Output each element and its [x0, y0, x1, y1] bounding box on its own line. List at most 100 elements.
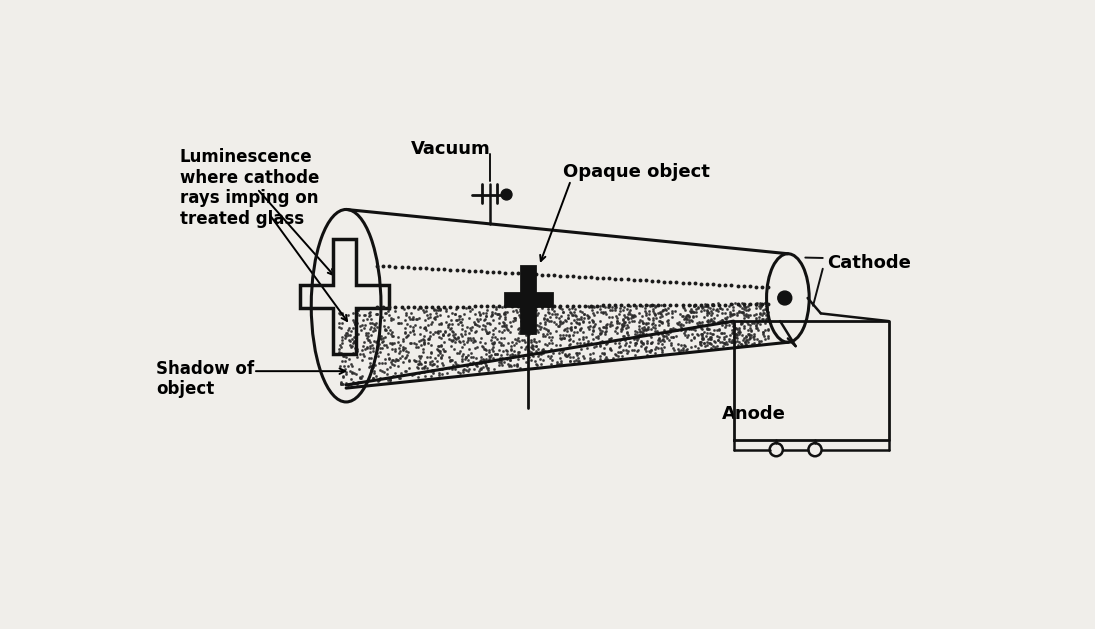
Point — [570, 348, 588, 358]
Point — [656, 337, 673, 347]
Point — [588, 307, 606, 317]
Point — [662, 332, 680, 342]
Point — [574, 351, 591, 361]
Point — [380, 353, 397, 363]
Point — [665, 332, 682, 342]
Point — [491, 360, 508, 370]
Point — [580, 317, 598, 327]
Point — [573, 307, 590, 317]
Point — [747, 320, 764, 330]
Point — [637, 318, 655, 328]
Point — [613, 323, 631, 333]
Point — [362, 361, 380, 371]
Point — [616, 338, 634, 348]
Point — [447, 304, 464, 314]
Point — [447, 364, 464, 374]
Point — [364, 318, 381, 328]
Point — [607, 350, 624, 360]
Point — [505, 346, 522, 356]
Point — [610, 308, 627, 318]
Point — [681, 315, 699, 325]
Point — [435, 360, 452, 370]
Point — [669, 325, 687, 335]
Point — [357, 344, 374, 354]
Point — [658, 333, 676, 343]
Point — [642, 338, 659, 348]
Point — [437, 306, 454, 316]
Point — [724, 305, 741, 315]
Point — [598, 319, 615, 329]
Point — [530, 349, 548, 359]
Point — [518, 330, 535, 340]
Point — [422, 348, 439, 358]
Point — [441, 355, 459, 365]
Point — [641, 346, 658, 356]
Point — [392, 368, 410, 378]
Point — [428, 356, 446, 366]
Point — [366, 319, 383, 329]
Point — [354, 371, 371, 381]
Point — [627, 333, 645, 343]
Point — [443, 308, 461, 318]
Point — [567, 355, 585, 365]
Point — [365, 372, 382, 382]
Point — [736, 321, 753, 331]
Point — [695, 326, 713, 337]
Point — [591, 325, 609, 335]
Point — [574, 316, 591, 326]
Point — [447, 329, 464, 339]
Point — [497, 322, 515, 332]
Point — [359, 331, 377, 341]
Point — [654, 328, 671, 338]
Point — [684, 306, 702, 316]
Point — [476, 344, 494, 354]
Point — [345, 337, 362, 347]
Point — [333, 308, 350, 318]
Point — [380, 304, 397, 314]
Point — [440, 352, 458, 362]
Point — [733, 318, 750, 328]
Point — [539, 326, 556, 336]
Point — [749, 325, 766, 335]
Point — [644, 313, 661, 323]
Point — [652, 308, 669, 318]
Point — [451, 311, 469, 321]
Point — [498, 353, 516, 364]
Point — [476, 321, 494, 331]
Point — [369, 352, 387, 362]
Point — [730, 328, 748, 338]
Point — [367, 309, 384, 320]
Point — [676, 303, 693, 313]
Point — [374, 340, 392, 350]
Point — [364, 340, 381, 350]
Point — [494, 360, 511, 370]
Point — [735, 308, 752, 318]
Point — [731, 340, 749, 350]
Point — [393, 352, 411, 362]
Point — [724, 325, 741, 335]
Point — [567, 348, 585, 358]
Point — [684, 324, 702, 334]
Point — [333, 379, 350, 389]
Point — [387, 306, 404, 316]
Point — [629, 346, 646, 356]
Point — [667, 306, 684, 316]
Point — [401, 321, 418, 331]
Point — [384, 314, 402, 324]
Point — [387, 356, 404, 366]
Point — [682, 304, 700, 314]
Point — [435, 330, 452, 340]
Point — [382, 313, 400, 323]
Point — [459, 333, 476, 343]
Point — [429, 350, 447, 360]
Point — [482, 352, 499, 362]
Point — [481, 347, 498, 357]
Point — [463, 321, 481, 331]
Point — [597, 321, 614, 331]
Point — [507, 306, 525, 316]
Point — [563, 308, 580, 318]
Point — [420, 333, 438, 343]
Point — [430, 346, 448, 356]
Point — [595, 322, 612, 332]
Point — [634, 326, 652, 337]
